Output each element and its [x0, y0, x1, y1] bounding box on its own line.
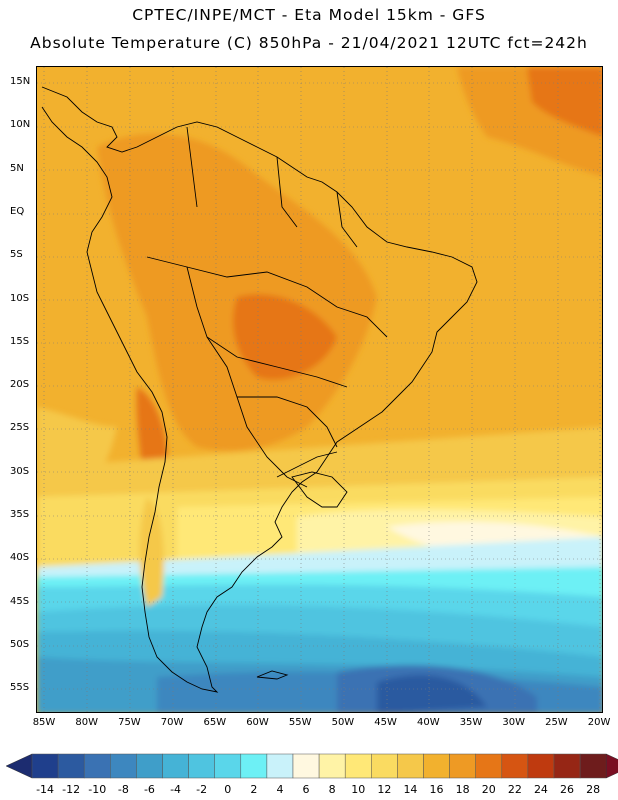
colorbar-label: 14	[403, 783, 418, 796]
colorbar-label: 18	[455, 783, 470, 796]
lon-label: 65W	[203, 717, 227, 728]
colorbar-swatch	[292, 753, 320, 779]
colorbar-label: 24	[533, 783, 548, 796]
colorbar-label: 20	[481, 783, 496, 796]
colorbar-label: 8	[328, 783, 336, 796]
colorbar-label: 28	[586, 783, 601, 796]
lat-label: 15S	[10, 335, 30, 347]
lat-label: 10N	[10, 119, 31, 131]
colorbar-swatch	[397, 753, 424, 779]
lon-label: 75W	[118, 717, 141, 728]
lon-label: 45W	[374, 717, 397, 728]
field-20-band-continent	[97, 133, 377, 451]
colorbar-swatch	[136, 753, 163, 779]
colorbar-swatch	[57, 753, 85, 779]
lon-label: 70W	[160, 717, 184, 728]
colorbar-swatch	[318, 753, 346, 779]
lat-label: 30S	[10, 465, 30, 477]
lat-label: 5N	[10, 162, 24, 174]
colorbar-label: 10	[351, 783, 366, 796]
colorbar-label: -14	[36, 783, 55, 796]
colorbar-swatch	[214, 753, 242, 779]
colorbar-swatch	[527, 753, 555, 779]
colorbar-high-arrow	[605, 753, 618, 779]
lon-label: 35W	[459, 717, 483, 728]
colorbar-swatch	[423, 753, 450, 779]
graticule	[37, 67, 602, 712]
temperature-field	[37, 67, 602, 712]
colorbar-swatch	[240, 753, 268, 779]
colorbar-swatch	[188, 753, 215, 779]
lat-label: 50S	[10, 638, 30, 650]
colorbar-swatch	[449, 753, 476, 779]
lat-label: 55S	[10, 682, 30, 694]
colorbar-swatch	[475, 753, 503, 779]
lat-label: 20S	[10, 379, 30, 391]
colorbar-label: -4	[170, 783, 182, 796]
colorbar-swatch	[83, 753, 111, 779]
colorbar-low-arrow	[5, 753, 33, 779]
lat-label: 45S	[10, 595, 30, 607]
lat-label: 5S	[10, 249, 23, 261]
colorbar-label: 16	[429, 783, 444, 796]
title-line-2: Absolute Temperature (C) 850hPa - 21/04/…	[30, 34, 588, 52]
colorbar-label: 4	[276, 783, 284, 796]
colorbar-swatch	[31, 753, 59, 779]
colorbar-swatch	[501, 753, 529, 779]
lat-label: 10S	[10, 292, 30, 304]
colorbar-label: 22	[507, 783, 522, 796]
colorbar-label: -12	[62, 783, 81, 796]
colorbar-swatch	[553, 753, 581, 779]
colorbar-swatch	[344, 753, 372, 779]
colorbar-swatch	[579, 753, 607, 779]
colorbar-swatch	[266, 753, 294, 779]
lon-label: 55W	[288, 717, 312, 728]
lon-label: 60W	[246, 717, 269, 728]
lon-label: 85W	[32, 717, 56, 728]
colorbar-label: 26	[560, 783, 575, 796]
colorbar-label: 2	[250, 783, 258, 796]
lat-label: 15N	[10, 76, 31, 87]
lon-label: 30W	[502, 717, 525, 728]
colorbar-label: 6	[302, 783, 310, 796]
colorbar-label: -6	[143, 783, 155, 796]
colorbar-label: -10	[88, 783, 107, 796]
coastlines	[41, 86, 478, 693]
colorbar-swatch	[110, 753, 137, 779]
lat-label: 40S	[10, 552, 30, 564]
lon-label: 50W	[331, 717, 355, 728]
colorbar-label: 0	[224, 783, 232, 796]
temperature-map	[36, 66, 603, 713]
lon-label: 20W	[587, 717, 611, 728]
lat-label: 35S	[10, 509, 30, 520]
colorbar	[5, 753, 618, 779]
lon-label: 80W	[75, 717, 98, 728]
colorbar-label: -8	[117, 783, 129, 796]
lon-label: 25W	[545, 717, 568, 728]
colorbar-label: -2	[196, 783, 208, 796]
colorbar-swatch	[162, 753, 189, 779]
title-line-1: CPTEC/INPE/MCT - Eta Model 15km - GFS	[132, 6, 486, 24]
field-22-band	[527, 67, 602, 137]
colorbar-swatch	[371, 753, 398, 779]
colorbar-label: 12	[377, 783, 392, 796]
lat-label: 25S	[10, 422, 30, 434]
lat-label: EQ	[10, 205, 25, 217]
lon-label: 40W	[416, 717, 440, 728]
